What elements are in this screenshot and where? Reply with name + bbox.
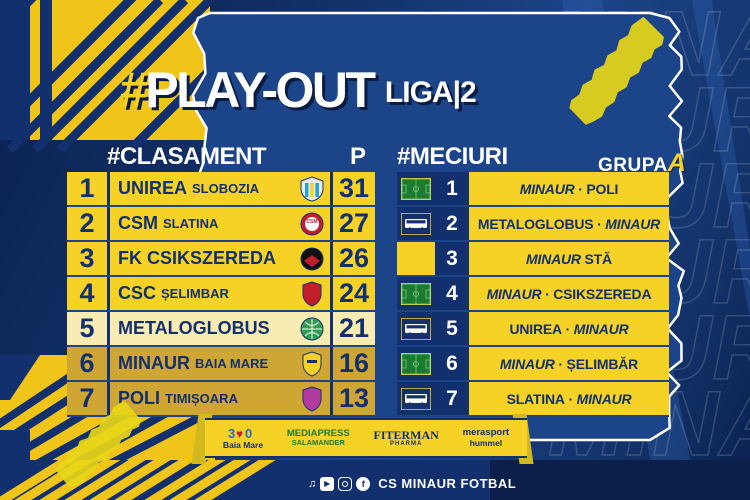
svg-text:3: 3	[228, 426, 235, 440]
svg-text:CSM: CSM	[306, 219, 317, 225]
svg-text:0: 0	[245, 426, 252, 440]
svg-text:♥: ♥	[236, 427, 243, 440]
